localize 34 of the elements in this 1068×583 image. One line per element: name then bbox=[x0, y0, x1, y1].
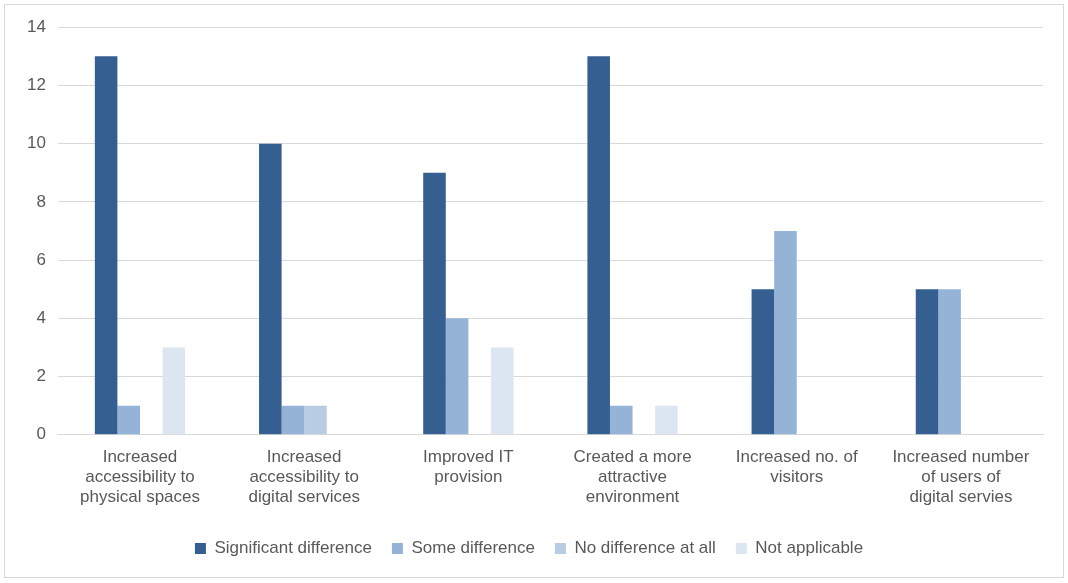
bar bbox=[609, 405, 633, 435]
bar bbox=[751, 289, 775, 435]
y-tick-label: 4 bbox=[36, 308, 46, 328]
bar bbox=[655, 405, 678, 435]
y-tick-label: 10 bbox=[26, 133, 46, 153]
bar bbox=[259, 143, 282, 435]
y-tick-label: 8 bbox=[36, 191, 46, 211]
bar bbox=[587, 56, 610, 435]
bar bbox=[938, 289, 961, 435]
y-tick-label: 14 bbox=[26, 16, 46, 36]
x-tick-label: Increased number of users of digital servies bbox=[892, 446, 1030, 507]
legend-label: No difference at all bbox=[574, 538, 716, 558]
bar bbox=[490, 347, 514, 435]
bar bbox=[423, 172, 446, 435]
x-tick-label: Increased no. of visitors bbox=[735, 446, 858, 487]
bar bbox=[915, 289, 939, 435]
y-tick-label: 2 bbox=[36, 366, 46, 386]
bar bbox=[162, 347, 186, 435]
legend-label: Not applicable bbox=[755, 538, 864, 558]
legend-label: Significant difference bbox=[214, 538, 372, 558]
y-tick-label: 6 bbox=[36, 249, 46, 269]
y-tick-label: 12 bbox=[26, 75, 46, 95]
bar bbox=[117, 405, 140, 435]
x-tick-label: Increased accessibility to digital services bbox=[248, 446, 360, 507]
bar bbox=[281, 405, 305, 435]
x-tick-label: Increased accessibility to physical spaces bbox=[79, 446, 201, 507]
y-tick-label: 0 bbox=[36, 424, 46, 444]
bar bbox=[774, 231, 797, 435]
x-tick-label: Created a more attractive environment bbox=[573, 446, 692, 507]
legend-label: Some difference bbox=[411, 538, 535, 558]
x-tick-label: Improved IT provision bbox=[423, 446, 514, 487]
bar bbox=[445, 318, 469, 435]
bar bbox=[304, 405, 327, 435]
bar bbox=[94, 56, 118, 435]
